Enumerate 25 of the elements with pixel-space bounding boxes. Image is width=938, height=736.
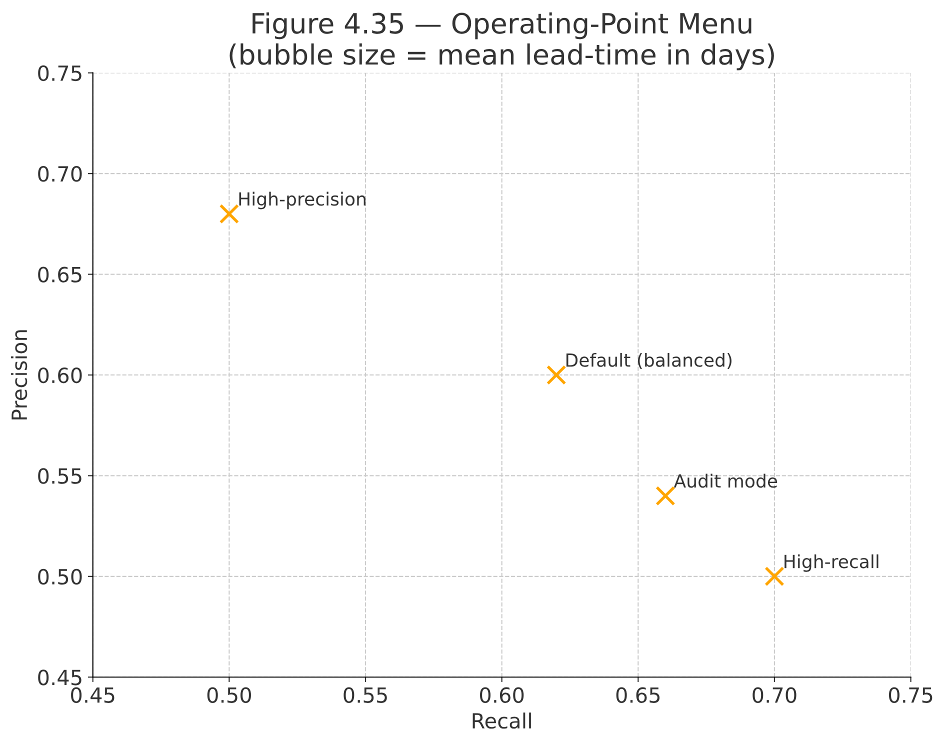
chart-title: Figure 4.35 — Operating-Point Menu (bubble size = mean lead-time in days) [230, 12, 774, 70]
y-tick-label: 0.60 [38, 367, 82, 384]
x-tick-label: 0.50 [207, 687, 251, 703]
point [656, 486, 676, 506]
x-tick-label: 0.70 [752, 687, 796, 703]
x-axis-title: Recall [472, 712, 531, 729]
x-tick-label: 0.55 [344, 687, 387, 703]
y-tick-label: 0.55 [38, 468, 82, 484]
x-tick-label: 0.60 [480, 687, 524, 703]
x-tick-label: 0.45 [71, 687, 114, 703]
annotation: Default (balanced) [566, 352, 732, 370]
annotation: Audit mode [674, 474, 778, 488]
y-tick-label: 0.50 [38, 568, 82, 585]
y-tick-label: 0.70 [38, 166, 82, 182]
y-axis-title: Precision [11, 330, 28, 420]
x-tick-label: 0.75 [888, 687, 932, 703]
y-tick-label: 0.65 [38, 266, 82, 282]
point [764, 566, 784, 586]
annotation: High-precision [239, 192, 366, 210]
annotation: High-recall [784, 554, 878, 572]
point [219, 204, 240, 224]
point [546, 365, 566, 385]
y-tick-label: 0.75 [38, 65, 82, 82]
x-tick-label: 0.65 [616, 687, 660, 703]
y-tick-label: 0.45 [38, 670, 82, 686]
